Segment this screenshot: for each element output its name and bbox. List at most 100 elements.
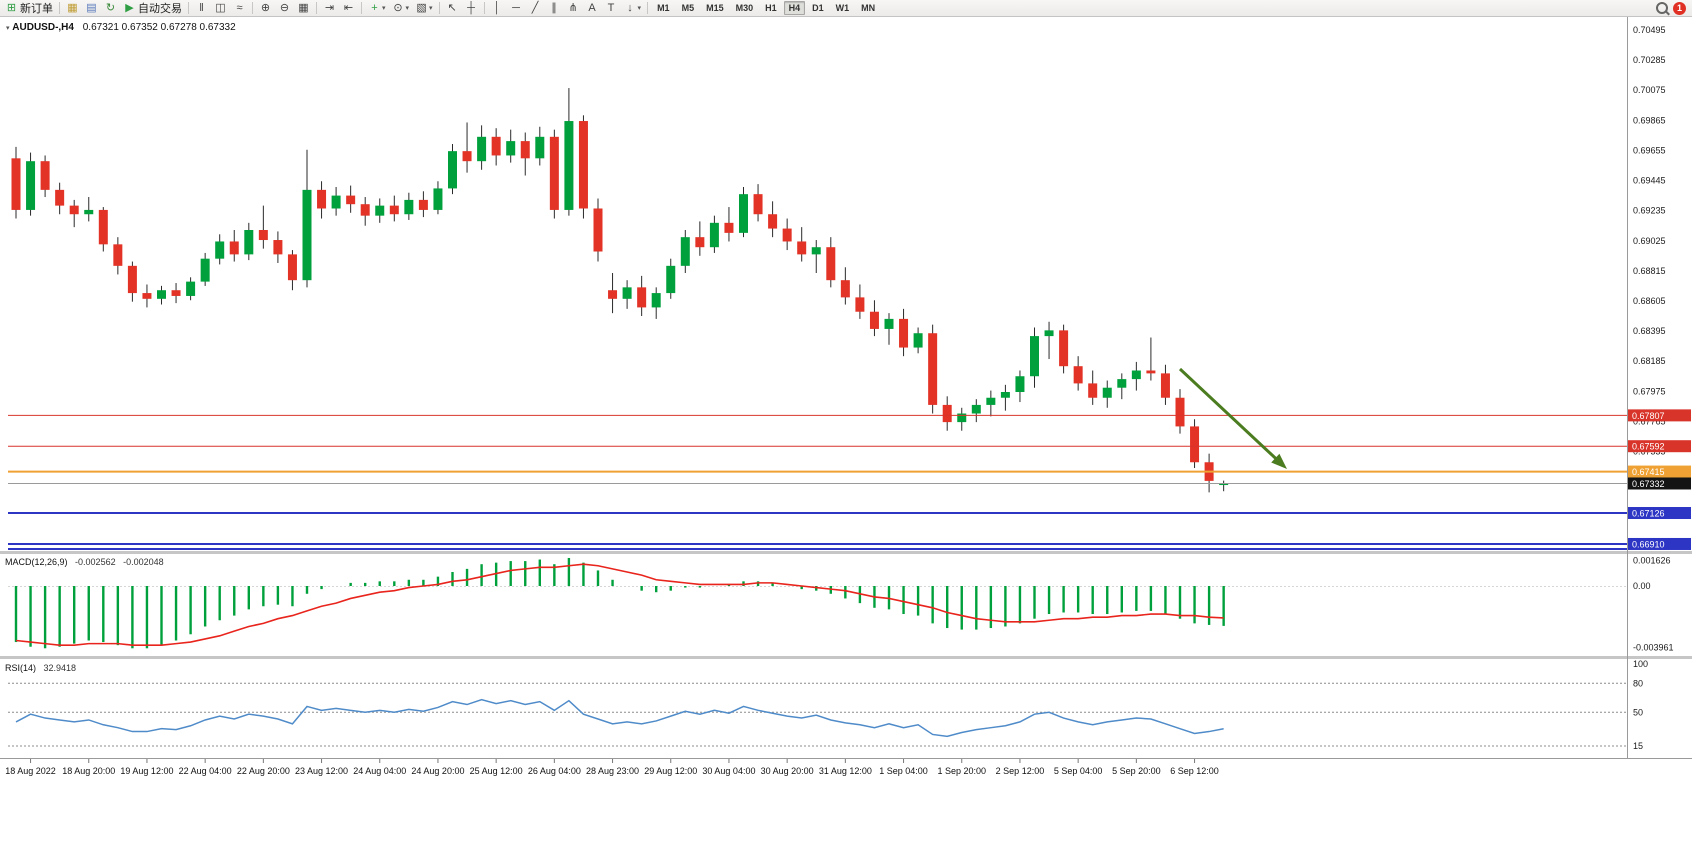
label-icon[interactable]: T	[603, 1, 620, 16]
candlestick-icon[interactable]: ◫	[212, 1, 229, 16]
zoom-out-icon[interactable]: ⊖	[276, 1, 293, 16]
vertical-line-icon[interactable]: │	[489, 1, 506, 16]
search-icon[interactable]	[1656, 2, 1668, 14]
time-axis-label: 18 Aug 20:00	[62, 766, 115, 776]
timeframe-button-h4[interactable]: H4	[783, 1, 806, 15]
autotrade-button-label: 自动交易	[138, 3, 182, 15]
zoom-in-icon: ⊕	[260, 2, 271, 14]
periods-icon: ⊙	[393, 2, 403, 14]
price-axis-label: 0.69235	[1633, 206, 1666, 216]
timeframe-button-d1[interactable]: D1	[812, 3, 824, 13]
price-tag-0.67126: 0.67126	[1628, 507, 1691, 520]
time-axis-label: 23 Aug 12:00	[295, 766, 348, 776]
ohlc-values: 0.67321 0.67352 0.67278 0.67332	[82, 22, 236, 33]
templates-icon[interactable]: ▧ ▾	[413, 1, 435, 16]
toolbar-separator	[59, 2, 60, 14]
time-axis-label: 29 Aug 12:00	[644, 766, 697, 776]
candlestick-series	[11, 88, 1229, 493]
text-icon[interactable]: A	[584, 1, 601, 16]
timeframe-button-m5[interactable]: M5	[681, 3, 695, 13]
time-axis-label: 24 Aug 04:00	[353, 766, 406, 776]
new-order-icon: ⊞	[6, 2, 17, 14]
timeframe-button-w1[interactable]: W1	[835, 3, 850, 13]
price-axis[interactable]: 0.70495 0.70285 0.70075 0.69865 0.69655 0.694…	[1633, 25, 1666, 457]
price-axis-label: 0.69445	[1633, 176, 1666, 186]
timeframe-button-mn[interactable]: MN	[861, 3, 876, 13]
time-axis-label: 2 Sep 12:00	[996, 766, 1045, 776]
autotrade-button[interactable]: ▶ 自动交易	[121, 1, 184, 16]
price-tag-0.66910: 0.66910	[1628, 537, 1691, 550]
auto-scroll-icon: ⇥	[324, 2, 335, 14]
horizontal-line-icon[interactable]: ─	[508, 1, 525, 16]
cursor-icon: ↖	[447, 2, 457, 14]
chart-shift-icon[interactable]: ⇤	[340, 1, 357, 16]
rsi-panel-separator[interactable]	[0, 656, 1692, 659]
line-chart-icon: ≈	[236, 2, 243, 14]
line-chart-icon[interactable]: ≈	[231, 1, 248, 16]
chart-window: 0.70495 0.70285 0.70075 0.69865 0.69655 0.694…	[0, 17, 1692, 843]
price-axis-label: 0.68815	[1633, 266, 1666, 276]
zoom-in-icon[interactable]: ⊕	[257, 1, 274, 16]
new-order-button-label: 新订单	[20, 3, 53, 15]
svg-text:0.67332: 0.67332	[1632, 479, 1665, 489]
trend-arrow-annotation[interactable]	[1178, 367, 1287, 469]
cursor-icon[interactable]: ↖	[444, 1, 461, 16]
navigator-icon: ↻	[105, 2, 116, 14]
rsi-line	[15, 698, 1224, 738]
zoom-out-icon: ⊖	[279, 2, 290, 14]
price-axis-label: 0.68185	[1633, 356, 1666, 366]
time-axis-label: 6 Sep 12:00	[1170, 766, 1219, 776]
timeframe-button-h1[interactable]: H1	[765, 3, 777, 13]
indicators-icon[interactable]: + ▾	[366, 1, 388, 16]
chart-canvas[interactable]: 0.70495 0.70285 0.70075 0.69865 0.69655 0.694…	[0, 17, 1692, 843]
macd-indicator-label: MACD(12,26,9) -0.002562 -0.002048	[5, 557, 164, 567]
chart-shift-icon: ⇤	[343, 2, 354, 14]
candlestick-icon: ◫	[215, 2, 226, 14]
symbol-dropdown-icon[interactable]: ▾	[6, 25, 10, 32]
macd-axis-label: 0.001626	[1633, 556, 1671, 566]
timeframe-button-m30[interactable]: M30	[735, 3, 754, 13]
price-tag-0.67592: 0.67592	[1628, 440, 1691, 453]
channel-icon: ∥	[551, 2, 557, 14]
price-axis-label: 0.70495	[1633, 25, 1666, 35]
toolbar-separator	[188, 2, 189, 14]
channel-icon[interactable]: ∥	[546, 1, 563, 16]
timeframe-button-m15[interactable]: M15	[706, 3, 724, 13]
bar-chart-icon[interactable]: ‖	[193, 1, 210, 16]
bar-chart-icon: ‖	[199, 2, 204, 14]
toolbar-separator	[361, 2, 362, 14]
svg-text:0.67807: 0.67807	[1632, 411, 1665, 421]
periods-icon[interactable]: ⊙ ▾	[390, 1, 412, 16]
vertical-line-icon: │	[493, 2, 501, 14]
auto-scroll-icon[interactable]: ⇥	[321, 1, 338, 16]
navigator-icon[interactable]: ↻	[102, 1, 119, 16]
time-axis-label: 25 Aug 12:00	[470, 766, 523, 776]
arrows-icon[interactable]: ↓ ▾	[622, 1, 644, 16]
crosshair-icon[interactable]: ┼	[463, 1, 480, 16]
fibonacci-icon[interactable]: ⋔	[565, 1, 582, 16]
macd-title: MACD(12,26,9)	[5, 557, 68, 567]
charts-profile-icon[interactable]: ▦	[64, 1, 81, 16]
rsi-axis-label: 80	[1633, 678, 1643, 688]
price-axis-label: 0.67975	[1633, 386, 1666, 396]
new-order-button[interactable]: ⊞ 新订单	[3, 1, 55, 16]
tile-windows-icon: ▦	[298, 2, 309, 14]
market-watch-icon[interactable]: ▤	[83, 1, 100, 16]
price-axis-label: 0.69655	[1633, 145, 1666, 155]
time-axis[interactable]: 18 Aug 2022 18 Aug 20:00 19 Aug 12:00 22 Au…	[5, 759, 1219, 776]
trendline-icon: ╱	[531, 2, 539, 14]
price-axis-label: 0.67765	[1633, 416, 1666, 426]
chevron-down-icon: ▾	[405, 5, 410, 12]
time-axis-label: 30 Aug 20:00	[761, 766, 814, 776]
trendline-icon[interactable]: ╱	[527, 1, 544, 16]
price-tag-0.67807: 0.67807	[1628, 409, 1691, 422]
macd-panel-separator[interactable]	[0, 551, 1692, 554]
toolbar: ⊞ 新订单 ▦ ▤ ↻ ▶ 自动交易 ‖ ◫ ≈ ⊕ ⊖ ▦ ⇥ ⇤ + ▾ ⊙ ▾ ▧ ▾ ↖ ┼ │ ─ ╱ ∥ ⋔ A T ↓ ▾ M1 M…	[0, 0, 1692, 17]
rsi-indicator-label: RSI(14) 32.9418	[5, 663, 76, 673]
time-axis-label: 19 Aug 12:00	[120, 766, 173, 776]
macd-axis-label: 0.00	[1633, 581, 1651, 591]
templates-icon: ▧	[416, 2, 427, 14]
timeframe-button-m1[interactable]: M1	[657, 3, 670, 13]
notification-badge[interactable]: 1	[1673, 1, 1686, 15]
tile-windows-icon[interactable]: ▦	[295, 1, 312, 16]
